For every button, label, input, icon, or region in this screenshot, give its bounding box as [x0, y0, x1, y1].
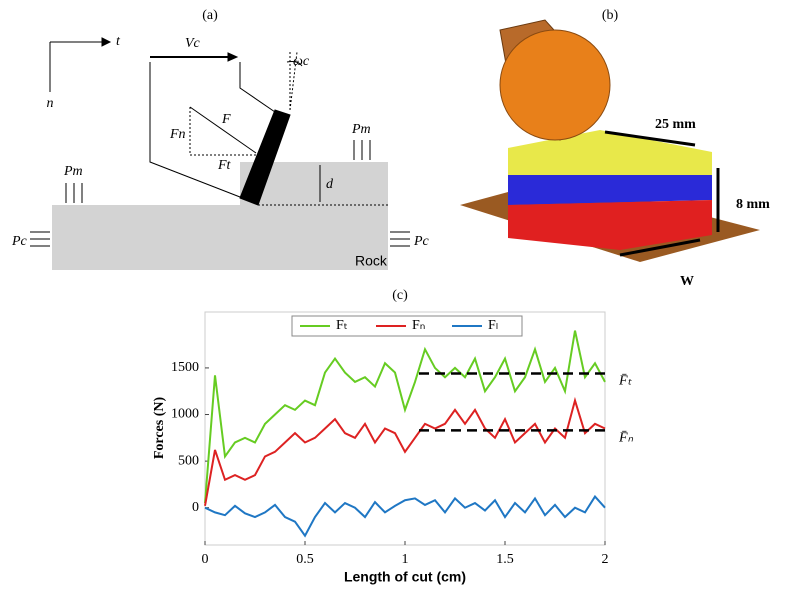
panel-b: (b) 25 mm 8 mm W — [460, 8, 770, 289]
label: Pm — [351, 122, 371, 137]
cutter-outline — [240, 62, 275, 112]
y-tick-label: 0 — [192, 500, 199, 515]
label: Fn — [169, 127, 186, 142]
x-tick-label: 2 — [602, 552, 609, 567]
layer-middle — [508, 175, 712, 205]
panel-label: (a) — [202, 8, 218, 23]
legend-label: Fₜ — [336, 318, 348, 333]
label: Pm — [63, 164, 83, 179]
label: 25 mm — [655, 117, 696, 132]
drum-face — [500, 30, 610, 140]
x-tick-label: 0.5 — [296, 552, 314, 567]
panel-a — [30, 38, 410, 270]
mean-label: F̄ₜ — [618, 374, 633, 389]
label: n — [47, 96, 54, 111]
panel-label: (b) — [602, 8, 619, 23]
x-tick-label: 0 — [202, 552, 209, 567]
label: 8 mm — [736, 197, 770, 212]
series-line — [205, 401, 605, 506]
chart: (c) Length of cut (cm) Forces (N) 050010… — [152, 288, 633, 584]
arrow-head — [102, 38, 110, 46]
label: Rock — [355, 253, 388, 269]
plot-area — [205, 312, 605, 545]
y-axis-label: Forces (N) — [152, 397, 167, 460]
rock — [52, 205, 388, 270]
y-tick-label: 1500 — [171, 360, 199, 375]
label: Vc — [185, 36, 201, 51]
x-tick-label: 1.5 — [496, 552, 514, 567]
label: t — [116, 34, 121, 49]
mean-label: F̄ₙ — [618, 430, 634, 445]
legend-label: Fₗ — [488, 318, 498, 333]
label: ωc — [293, 54, 310, 69]
chart-title: (c) — [392, 288, 408, 303]
x-axis-label: Length of cut (cm) — [344, 569, 466, 585]
figure: (a) t n Vc ωc F Fn Ft Pm Pm d Pc Pc Rock… — [0, 0, 787, 590]
label: Pc — [11, 234, 28, 249]
label: W — [680, 274, 694, 289]
label: F — [221, 112, 231, 127]
series-line — [205, 497, 605, 536]
label: Ft — [217, 158, 232, 173]
series-line — [205, 331, 605, 503]
cutter-outline — [150, 62, 240, 197]
label: Pc — [413, 234, 430, 249]
y-tick-label: 500 — [178, 453, 199, 468]
legend-label: Fₙ — [412, 318, 425, 333]
label: d — [326, 177, 334, 192]
arrow-head — [228, 53, 237, 61]
y-tick-label: 1000 — [171, 407, 199, 422]
x-tick-label: 1 — [402, 552, 409, 567]
